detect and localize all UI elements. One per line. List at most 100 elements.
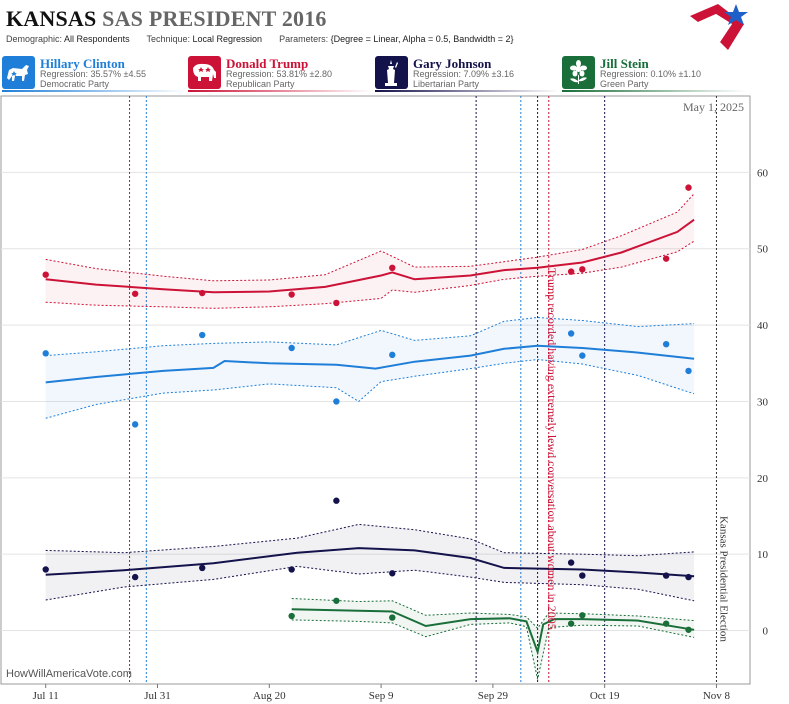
poll-point-gary-johnson xyxy=(662,572,670,579)
poll-point-jill-stein xyxy=(685,626,692,633)
poll-point-donald-trump xyxy=(567,268,575,275)
liberty-statue-icon xyxy=(375,56,408,89)
poll-point-jill-stein xyxy=(579,612,586,619)
band-donald-trump xyxy=(45,193,695,309)
poll-point-gary-johnson xyxy=(567,559,575,566)
poll-point-donald-trump xyxy=(333,299,340,307)
poll-point-hillary-clinton xyxy=(389,351,396,359)
upper-bound-donald-trump xyxy=(45,193,695,282)
x-tick-label: Aug 20 xyxy=(253,690,286,702)
demographic-label: Demographic: xyxy=(6,34,63,44)
poll-point-hillary-clinton xyxy=(685,367,692,375)
poll-point-jill-stein xyxy=(333,597,340,604)
plot-frame xyxy=(0,95,751,685)
election-annotation: Kansas Presidential Election xyxy=(717,516,729,642)
legend-clinton[interactable]: Hillary Clinton Regression: 35.57% ±4.55… xyxy=(2,56,188,92)
poll-point-donald-trump xyxy=(288,291,295,298)
y-tick-label: 20 xyxy=(757,473,769,485)
poll-point-donald-trump xyxy=(199,289,206,297)
technique-value: Local Regression xyxy=(192,34,263,44)
poll-point-donald-trump xyxy=(131,290,139,297)
candidate-legend: Hillary Clinton Regression: 35.57% ±4.55… xyxy=(0,56,789,92)
x-tick-label: Jul 31 xyxy=(144,690,171,702)
event-annotation: Trump recorded having extremely lewd con… xyxy=(545,268,559,630)
candidate-regression: Regression: 53.81% ±2.80 xyxy=(226,69,333,79)
parameters-label: Parameters: xyxy=(279,34,329,44)
poll-point-gary-johnson xyxy=(389,570,396,577)
poll-point-donald-trump xyxy=(662,255,670,262)
poll-point-hillary-clinton xyxy=(662,340,670,348)
site-logo-icon xyxy=(690,4,748,50)
green-flower-icon xyxy=(562,56,595,89)
poll-point-gary-johnson xyxy=(288,566,295,573)
band-gary-johnson xyxy=(45,524,695,601)
date-label: May 1, 2025 xyxy=(683,100,744,114)
poll-point-hillary-clinton xyxy=(567,330,575,337)
upper-bound-gary-johnson xyxy=(45,523,695,557)
poll-point-hillary-clinton xyxy=(288,344,295,352)
poll-point-hillary-clinton xyxy=(42,350,49,357)
y-tick-label: 30 xyxy=(757,396,769,408)
y-tick-label: 10 xyxy=(757,549,769,561)
candidate-name: Gary Johnson xyxy=(413,56,492,71)
legend-stein[interactable]: Jill Stein Regression: 0.10% ±1.10 Green… xyxy=(562,56,748,92)
x-tick-label: Sep 9 xyxy=(369,690,394,702)
x-tick-label: Jul 11 xyxy=(33,690,59,702)
watermark: HowWillAmericaVote.com xyxy=(6,668,132,680)
candidate-regression: Regression: 35.57% ±4.55 xyxy=(40,69,147,79)
poll-point-donald-trump xyxy=(389,264,396,272)
candidate-name: Donald Trump xyxy=(226,56,309,71)
poll-point-hillary-clinton xyxy=(131,421,139,428)
y-tick-label: 0 xyxy=(763,626,769,638)
poll-point-hillary-clinton xyxy=(579,352,586,359)
trend-line-hillary-clinton xyxy=(45,344,695,384)
candidate-name: Jill Stein xyxy=(600,56,649,71)
lower-bound-donald-trump xyxy=(45,240,695,309)
page-title: KANSAS SAS PRESIDENT 2016 xyxy=(6,6,327,32)
lower-bound-hillary-clinton xyxy=(45,358,695,419)
poll-point-gary-johnson xyxy=(42,566,49,573)
trend-line-gary-johnson xyxy=(45,547,695,578)
upper-bound-jill-stein xyxy=(291,598,695,630)
poll-point-hillary-clinton xyxy=(199,331,206,339)
poll-point-jill-stein xyxy=(662,620,670,627)
poll-point-jill-stein xyxy=(567,620,575,627)
poll-point-jill-stein xyxy=(389,614,396,621)
candidate-party: Republican Party xyxy=(226,79,295,89)
parameters-value: {Degree = Linear, Alpha = 0.5, Bandwidth… xyxy=(330,34,514,44)
technique-label: Technique: xyxy=(146,34,190,44)
x-tick-label: Nov 8 xyxy=(703,690,731,702)
elephant-icon xyxy=(188,56,221,89)
y-tick-label: 50 xyxy=(757,244,769,256)
y-tick-label: 40 xyxy=(757,320,769,332)
poll-point-gary-johnson xyxy=(199,564,206,572)
x-tick-label: Oct 19 xyxy=(590,690,620,702)
candidate-party: Libertarian Party xyxy=(413,79,480,89)
candidate-party: Green Party xyxy=(600,79,649,89)
candidate-regression: Regression: 7.09% ±3.16 xyxy=(413,69,514,79)
trend-line-donald-trump xyxy=(45,218,695,294)
upper-bound-hillary-clinton xyxy=(45,316,695,357)
poll-point-gary-johnson xyxy=(685,573,692,581)
lower-bound-jill-stein xyxy=(291,619,695,680)
legend-trump[interactable]: Donald Trump Regression: 53.81% ±2.80 Re… xyxy=(188,56,374,92)
poll-point-jill-stein xyxy=(288,612,295,620)
y-tick-label: 60 xyxy=(757,167,769,179)
poll-point-donald-trump xyxy=(42,271,49,278)
poll-point-gary-johnson xyxy=(579,572,586,579)
legend-johnson[interactable]: Gary Johnson Regression: 7.09% ±3.16 Lib… xyxy=(375,56,561,92)
poll-point-gary-johnson xyxy=(333,497,340,504)
candidate-party: Democratic Party xyxy=(40,79,110,89)
donkey-icon xyxy=(2,56,35,89)
parameters-bar: Demographic: All Respondents Technique: … xyxy=(6,34,514,44)
title-race: SAS PRESIDENT 2016 xyxy=(102,6,327,31)
title-state: KANSAS xyxy=(6,6,97,31)
poll-point-donald-trump xyxy=(579,266,586,273)
poll-point-gary-johnson xyxy=(131,573,139,581)
poll-point-donald-trump xyxy=(685,184,692,191)
trend-line-jill-stein xyxy=(291,608,695,656)
candidate-regression: Regression: 0.10% ±1.10 xyxy=(600,69,701,79)
demographic-value: All Respondents xyxy=(64,34,130,44)
x-tick-label: Sep 29 xyxy=(478,690,509,702)
